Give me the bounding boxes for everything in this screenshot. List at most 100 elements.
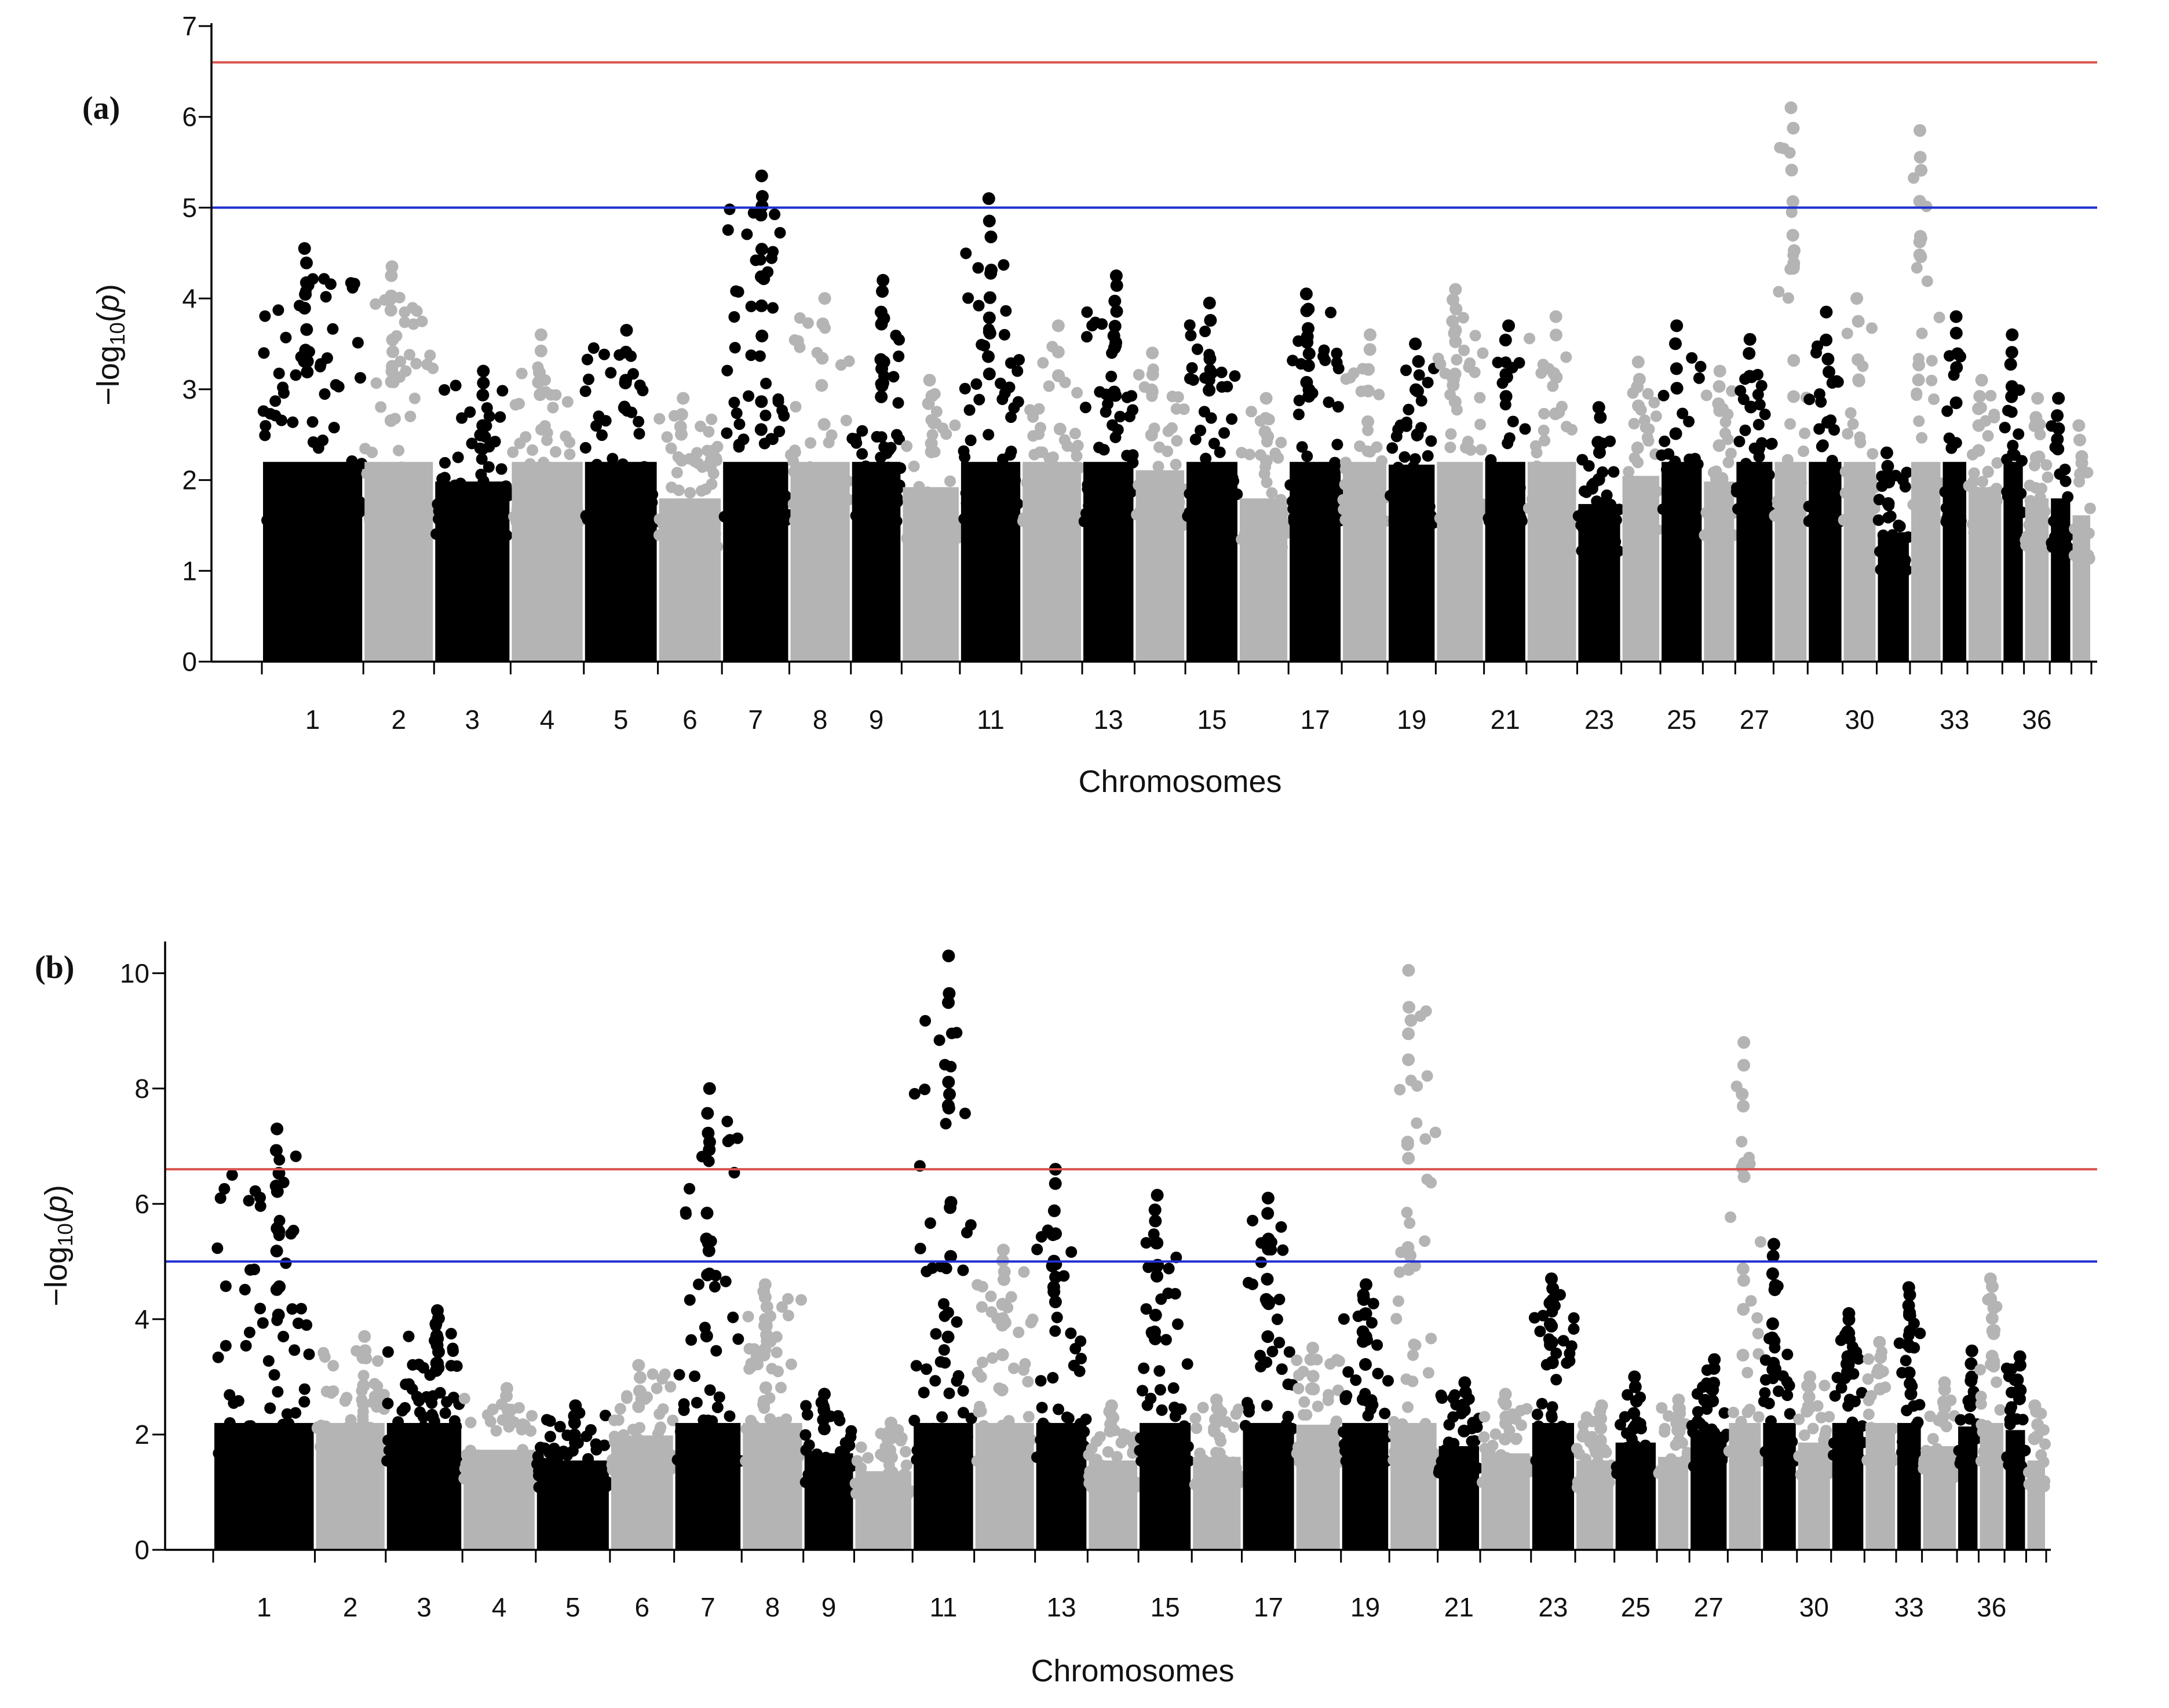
- b-snp-point: [1163, 1428, 1175, 1440]
- b-snp-point: [1392, 1295, 1404, 1307]
- a-chr-19-band: [1389, 464, 1435, 662]
- b-peak-point: [1304, 1353, 1317, 1366]
- b-snp-point: [1120, 1429, 1132, 1441]
- b-snp-point: [1227, 1456, 1239, 1468]
- b-snp-point: [1437, 1462, 1449, 1474]
- a-chr-6-band: [659, 498, 721, 662]
- a-snp-point: [366, 446, 378, 458]
- b-snp-point: [710, 1345, 722, 1357]
- a-snp-point: [753, 479, 765, 491]
- b-snp-point: [301, 1451, 313, 1464]
- a-snp-point: [700, 541, 713, 553]
- a-snp-point: [1331, 439, 1343, 451]
- a-snp-point: [393, 444, 405, 457]
- a-peak-point: [1499, 390, 1513, 403]
- a-peak-point: [1499, 368, 1513, 381]
- b-snp-point: [230, 1445, 242, 1457]
- a-peak-point: [1743, 370, 1757, 383]
- a-snp-point: [2002, 490, 2014, 502]
- a-peak-point: [1785, 163, 1798, 177]
- b-snp-point: [1771, 1447, 1783, 1459]
- b-snp-point: [1331, 1353, 1343, 1366]
- b-snp-point: [300, 1437, 312, 1449]
- a-chromosome-8: [784, 292, 855, 662]
- a-peak-point: [1787, 354, 1801, 367]
- b-chromosome-10: [849, 1417, 917, 1550]
- b-snp-point: [1172, 1318, 1184, 1330]
- a-snp-point: [1337, 494, 1349, 506]
- a-snp-point: [1803, 501, 1815, 512]
- a-snp-point: [591, 458, 603, 470]
- a-chromosome-24: [1622, 355, 1663, 662]
- b-snp-point: [800, 1476, 812, 1488]
- b-snp-point: [1013, 1326, 1025, 1338]
- a-snp-point: [1770, 509, 1783, 521]
- b-chromosome-1: [211, 1122, 315, 1550]
- a-peak-point: [386, 345, 400, 359]
- b-snp-point: [1709, 1461, 1721, 1473]
- b-snp-point: [1821, 1468, 1834, 1480]
- a-snp-point: [1390, 430, 1403, 443]
- b-snp-point: [1635, 1468, 1648, 1480]
- a-peak-point: [1502, 319, 1516, 333]
- b-snp-point: [1275, 1221, 1287, 1233]
- b-chromosome-22: [1477, 1388, 1535, 1550]
- a-snp-point: [1941, 405, 1953, 417]
- a-y-tick-label: 3: [182, 374, 197, 404]
- b-snp-point: [1031, 1451, 1043, 1464]
- a-snp-point: [922, 486, 934, 498]
- a-peak-point: [1203, 297, 1216, 309]
- a-peak-point: [2051, 433, 2064, 446]
- a-snp-point: [1403, 403, 1415, 415]
- a-snp-point: [310, 466, 322, 478]
- b-snp-point: [287, 1224, 300, 1236]
- a-peak-point: [1820, 305, 1833, 319]
- b-snp-point: [775, 1382, 787, 1393]
- b-snp-point: [951, 1375, 963, 1387]
- a-chromosome-33: [1939, 310, 1967, 662]
- b-peak-point: [1543, 1318, 1557, 1331]
- a-snp-point: [1004, 449, 1016, 461]
- b-peak-point: [431, 1357, 444, 1370]
- b-snp-point: [1262, 1455, 1274, 1467]
- a-snp-point: [962, 292, 974, 304]
- b-peak-point: [634, 1371, 647, 1384]
- a-snp-point: [1331, 348, 1343, 359]
- a-snp-point: [1642, 388, 1654, 400]
- a-chromosome-34: [1963, 374, 2003, 662]
- a-peak-point: [1108, 320, 1122, 333]
- a-snp-point: [1659, 435, 1671, 447]
- b-peak-point: [1873, 1335, 1886, 1349]
- a-peak-point: [1549, 407, 1562, 421]
- b-snp-point: [965, 1413, 977, 1425]
- a-snp-point: [1292, 408, 1305, 421]
- b-snp-point: [1767, 1373, 1779, 1385]
- b-peak-point: [1768, 1283, 1781, 1297]
- panel-b-x-ticks: 1 2 3 4 5 6 7 8 9 11 13 15 17 19 21 23 25 27 30 33 36: [212, 1550, 2047, 1622]
- b-snp-point: [942, 1306, 954, 1319]
- a-snp-point: [292, 466, 304, 478]
- b-snp-point: [1167, 1382, 1180, 1394]
- b-peak-point: [944, 1196, 958, 1209]
- a-snp-point: [1228, 475, 1240, 487]
- a-snp-point: [1999, 422, 2011, 433]
- b-snp-point: [439, 1407, 451, 1419]
- a-snp-point: [745, 349, 757, 362]
- a-snp-point: [470, 514, 482, 526]
- a-snp-point: [1208, 463, 1221, 475]
- a-peak-point: [1882, 476, 1896, 488]
- b-snp-point: [239, 1283, 251, 1295]
- b-peak-point: [1766, 1363, 1780, 1376]
- b-snp-point: [1271, 1313, 1283, 1326]
- a-snp-point: [514, 514, 527, 527]
- panel-b-thresholds: [165, 1168, 2097, 1263]
- b-snp-point: [958, 1444, 970, 1457]
- b-snp-point: [1949, 1469, 1961, 1481]
- b-peak-point: [1401, 1241, 1415, 1254]
- b-snp-point: [1246, 1440, 1258, 1452]
- b-peak-point: [996, 1319, 1009, 1332]
- b-peak-point: [1965, 1370, 1978, 1384]
- a-peak-point: [298, 242, 311, 255]
- b-snp-point: [1744, 1427, 1757, 1439]
- a-snp-point: [1601, 489, 1613, 501]
